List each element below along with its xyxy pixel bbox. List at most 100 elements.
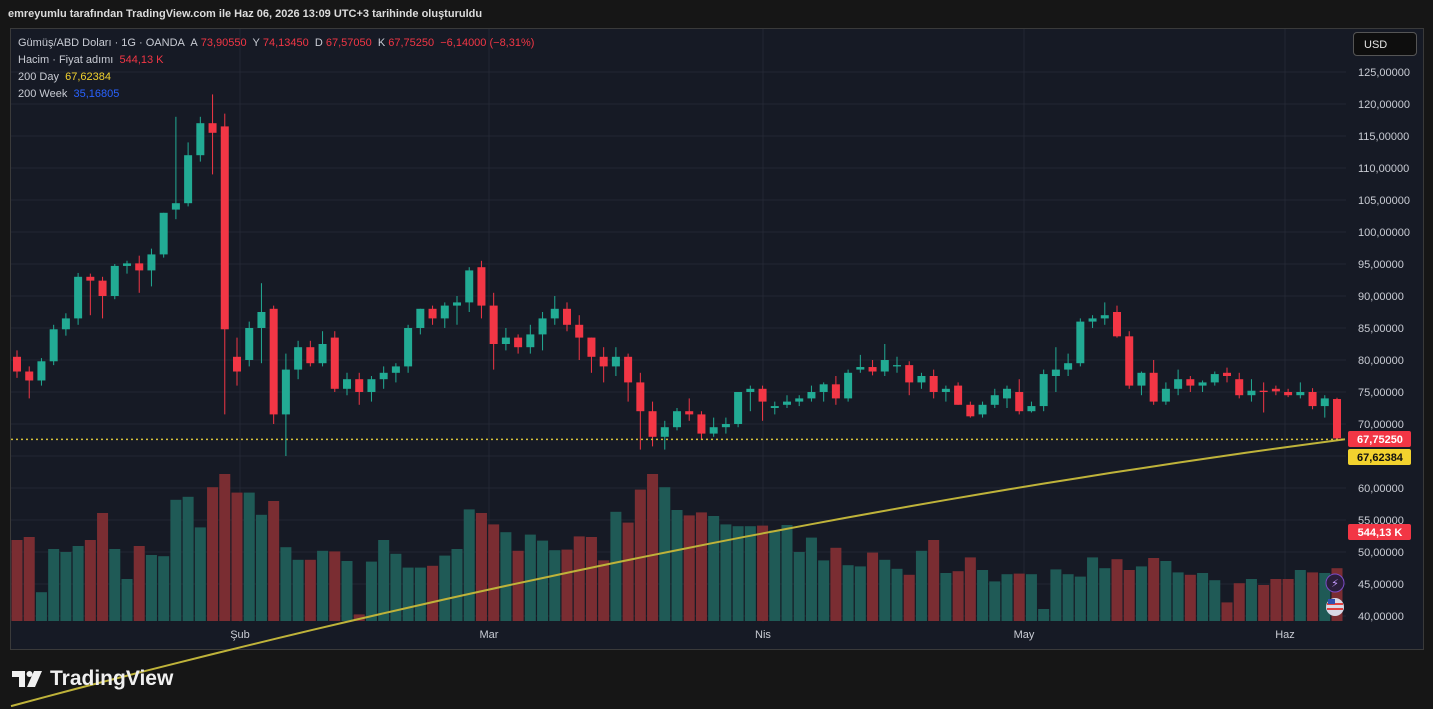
- candle-body: [1149, 372, 1158, 402]
- volume-bar: [1258, 585, 1270, 621]
- volume-bar: [1282, 579, 1294, 621]
- volume-bar: [879, 559, 891, 621]
- volume-bar: [390, 553, 402, 621]
- candle-body: [379, 372, 388, 380]
- volume-bar: [842, 565, 854, 621]
- volume-bar: [769, 530, 781, 621]
- candle-body: [1113, 312, 1121, 337]
- candle-body: [1271, 388, 1280, 392]
- volume-bar: [304, 559, 316, 621]
- lightning-icon: [1325, 573, 1345, 593]
- y-tick-label: 125,00000: [1358, 67, 1410, 79]
- volume-bar: [1319, 573, 1331, 621]
- volume-bar: [1172, 572, 1184, 621]
- volume-bar: [109, 549, 121, 621]
- chart-caption: emreyumlu tarafından TradingView.com ile…: [8, 8, 483, 20]
- candle-body: [257, 312, 266, 328]
- candle-body: [709, 427, 718, 434]
- volume-bar: [1294, 570, 1306, 621]
- volume-bar: [708, 516, 720, 621]
- candle-body: [917, 376, 926, 383]
- y-tick-label: 50,00000: [1358, 547, 1404, 559]
- legend-ma200w-row[interactable]: 200 Week 35,16805: [18, 86, 534, 103]
- legend-low: 67,57050: [325, 37, 372, 49]
- volume-bar: [463, 509, 475, 621]
- volume-bar: [1331, 568, 1343, 621]
- legend-ma200d-label: 200 Day: [18, 71, 59, 83]
- tradingview-logo[interactable]: TradingView: [12, 667, 173, 691]
- candle-body: [746, 388, 755, 392]
- candle-body: [599, 356, 608, 367]
- volume-bar: [451, 549, 463, 621]
- volume-bar: [1123, 570, 1135, 621]
- candle-body: [758, 388, 767, 402]
- candle-body: [1100, 315, 1109, 319]
- legend-ma200d-row[interactable]: 200 Day 67,62384: [18, 69, 534, 86]
- volume-bar: [341, 561, 353, 621]
- y-tick-label: 105,00000: [1358, 195, 1410, 207]
- tradingview-logo-icon: [12, 671, 42, 687]
- y-tick-label: 115,00000: [1358, 131, 1409, 143]
- volume-bar: [1233, 583, 1245, 621]
- candle-body: [856, 367, 865, 370]
- volume-bar: [805, 537, 817, 621]
- legend-ma200d: 67,62384: [65, 71, 111, 83]
- candle-body: [1015, 392, 1024, 412]
- candle-body: [318, 344, 327, 364]
- candle-body: [1051, 369, 1060, 376]
- volume-bar: [1209, 580, 1221, 621]
- volume-bar: [830, 547, 842, 621]
- volume-bar: [1245, 579, 1257, 621]
- legend-change: −6,14000 (−8,31%): [440, 37, 535, 49]
- volume-bar: [891, 568, 903, 621]
- volume-bar: [414, 567, 426, 621]
- volume-bar: [231, 492, 243, 621]
- volume-bar: [928, 540, 940, 621]
- candle-body: [795, 398, 804, 402]
- volume-bar: [207, 487, 219, 621]
- legend-symbol[interactable]: Gümüş/ABD Doları · 1G · OANDA: [18, 37, 185, 49]
- candle-body: [74, 276, 83, 319]
- x-tick-label: Mar: [480, 629, 499, 641]
- volume-bar: [598, 560, 610, 621]
- volume-bar: [903, 574, 915, 621]
- legend-open: 73,90550: [200, 37, 247, 49]
- candle-body: [587, 337, 596, 357]
- volume-bar: [952, 571, 964, 621]
- candle-body: [1039, 374, 1048, 407]
- volume-bar: [500, 532, 512, 621]
- legend-volume: 544,13 K: [119, 54, 164, 66]
- volume-badge-bg: [1348, 524, 1411, 540]
- candle-body: [819, 384, 828, 392]
- legend-ohlc-row[interactable]: Gümüş/ABD Doları · 1G · OANDA A 73,90550 …: [18, 35, 534, 52]
- candle-body: [1223, 372, 1231, 376]
- candle-body: [1186, 379, 1195, 386]
- volume-bar: [683, 515, 695, 621]
- candle-body: [1125, 336, 1134, 386]
- volume-bar: [72, 546, 84, 621]
- candle-body: [98, 280, 107, 296]
- volume-bar: [402, 567, 414, 621]
- legend-volume-row[interactable]: Hacim · Fiyat adımı 544,13 K: [18, 52, 534, 69]
- volume-bar: [1197, 573, 1209, 621]
- volume-bar: [219, 474, 231, 621]
- candle-body: [1174, 379, 1183, 389]
- chart-legend: Gümüş/ABD Doları · 1G · OANDA A 73,90550 …: [18, 35, 534, 103]
- volume-bar: [1160, 561, 1172, 621]
- volume-bar: [659, 487, 671, 621]
- volume-bar: [353, 614, 365, 621]
- volume-bar: [48, 549, 60, 621]
- candle-body: [893, 365, 901, 367]
- candle-body: [184, 155, 193, 204]
- candle-body: [514, 337, 523, 348]
- candle-body: [1296, 392, 1305, 396]
- volume-bar: [84, 540, 96, 621]
- candle-body: [135, 263, 144, 271]
- us-flag-canton: [1328, 599, 1335, 604]
- candle-body: [685, 411, 694, 415]
- candle-body: [220, 126, 229, 330]
- candle-body: [1076, 321, 1085, 364]
- candle-body: [343, 379, 351, 389]
- currency-button[interactable]: USD: [1353, 32, 1417, 56]
